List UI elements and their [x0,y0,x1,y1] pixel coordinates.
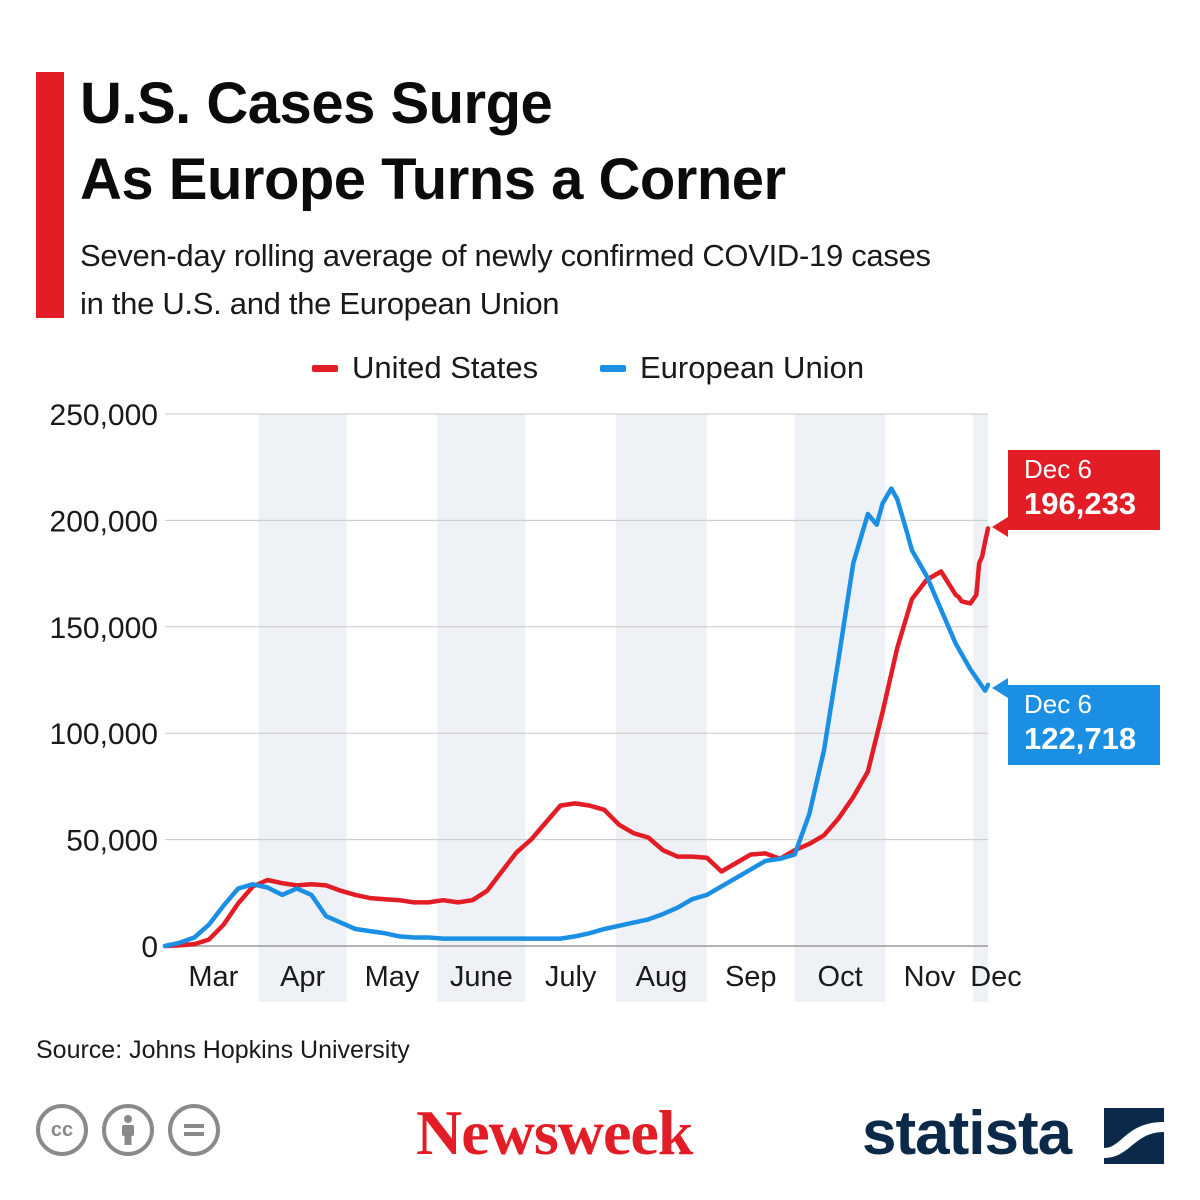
no-derivatives-icon[interactable] [168,1104,220,1156]
x-tick-label: Dec [970,961,1022,993]
month-band-dec [973,414,988,1002]
end-label-value: 196,233 [1024,486,1136,521]
chart-subtitle: Seven-day rolling average of newly confi… [80,232,931,328]
title-line-2: As Europe Turns a Corner [80,147,786,212]
y-tick-label: 50,000 [66,825,158,858]
attribution-icon[interactable] [102,1104,154,1156]
x-tick-label: July [545,961,597,993]
license-icons: cc [36,1104,220,1156]
x-tick-label: Oct [818,961,863,993]
y-tick-label: 200,000 [50,505,158,538]
x-tick-label: Nov [904,961,956,993]
y-tick-label: 150,000 [50,612,158,645]
x-tick-label: Mar [188,961,238,993]
equals-glyph [184,1124,204,1136]
end-label-box [1008,685,1160,765]
subtitle-line-1: Seven-day rolling average of newly confi… [80,238,931,273]
end-label-value: 122,718 [1024,721,1136,756]
month-band-apr [258,414,347,1002]
y-tick-label: 0 [141,931,158,964]
newsweek-logo[interactable]: Newsweek [416,1097,693,1168]
statista-logo[interactable]: statista [862,1099,1072,1168]
chart-title: U.S. Cases Surge As Europe Turns a Corne… [80,66,786,218]
legend-label-united-states: United States [352,350,539,385]
y-tick-label: 100,000 [50,718,158,751]
legend-item-european-union: European Union [600,350,864,386]
x-tick-label: Sep [725,961,777,993]
legend-swatch-united-states [312,364,338,372]
cc-icon[interactable]: cc [36,1104,88,1156]
subtitle-line-2: in the U.S. and the European Union [80,286,560,321]
x-tick-label: Aug [636,961,688,993]
legend-label-european-union: European Union [640,350,865,385]
title-line-1: U.S. Cases Surge [80,71,553,136]
end-label-pointer [992,517,1008,537]
legend-item-united-states: United States [312,350,538,386]
accent-bar [36,72,64,318]
month-band-aug [616,414,707,1002]
statista-logo-icon[interactable] [1104,1108,1164,1164]
legend-swatch-european-union [600,364,626,372]
end-label-date: Dec 6 [1024,454,1092,484]
y-tick-label: 250,000 [50,399,158,432]
series-line-european-union [162,486,991,949]
month-band-oct [794,414,886,1002]
source-note: Source: Johns Hopkins University [36,1036,410,1064]
x-tick-label: May [365,961,420,993]
x-tick-label: Apr [280,961,325,993]
legend: United States European Union [0,350,1200,390]
end-label-box [1008,450,1160,530]
series-line-united-states [162,526,991,949]
end-label-date: Dec 6 [1024,689,1092,719]
end-label-pointer [992,678,1008,698]
month-band-june [437,414,526,1002]
line-chart: 0 50,000 100,000 150,000 200,000 250,000 Mar Ap… [50,399,1160,1002]
x-tick-label: June [450,961,513,993]
person-glyph [122,1115,134,1145]
